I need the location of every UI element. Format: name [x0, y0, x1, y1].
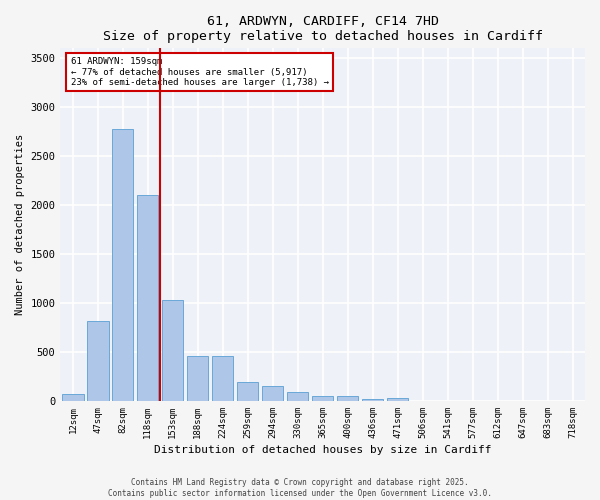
Bar [287, 392, 308, 401]
Bar [262, 386, 283, 401]
Bar [237, 382, 259, 401]
Bar [87, 320, 109, 401]
Title: 61, ARDWYN, CARDIFF, CF14 7HD
Size of property relative to detached houses in Ca: 61, ARDWYN, CARDIFF, CF14 7HD Size of pr… [103, 15, 543, 43]
Bar [137, 196, 158, 401]
Bar [187, 356, 208, 401]
Bar [312, 396, 334, 401]
Bar [362, 399, 383, 401]
Bar [212, 356, 233, 401]
Bar [337, 396, 358, 401]
Bar [62, 394, 83, 401]
Bar [162, 300, 184, 401]
Y-axis label: Number of detached properties: Number of detached properties [15, 134, 25, 316]
Text: 61 ARDWYN: 159sqm
← 77% of detached houses are smaller (5,917)
23% of semi-detac: 61 ARDWYN: 159sqm ← 77% of detached hous… [71, 57, 329, 87]
X-axis label: Distribution of detached houses by size in Cardiff: Distribution of detached houses by size … [154, 445, 491, 455]
Bar [112, 128, 133, 401]
Text: Contains HM Land Registry data © Crown copyright and database right 2025.
Contai: Contains HM Land Registry data © Crown c… [108, 478, 492, 498]
Bar [387, 398, 408, 401]
